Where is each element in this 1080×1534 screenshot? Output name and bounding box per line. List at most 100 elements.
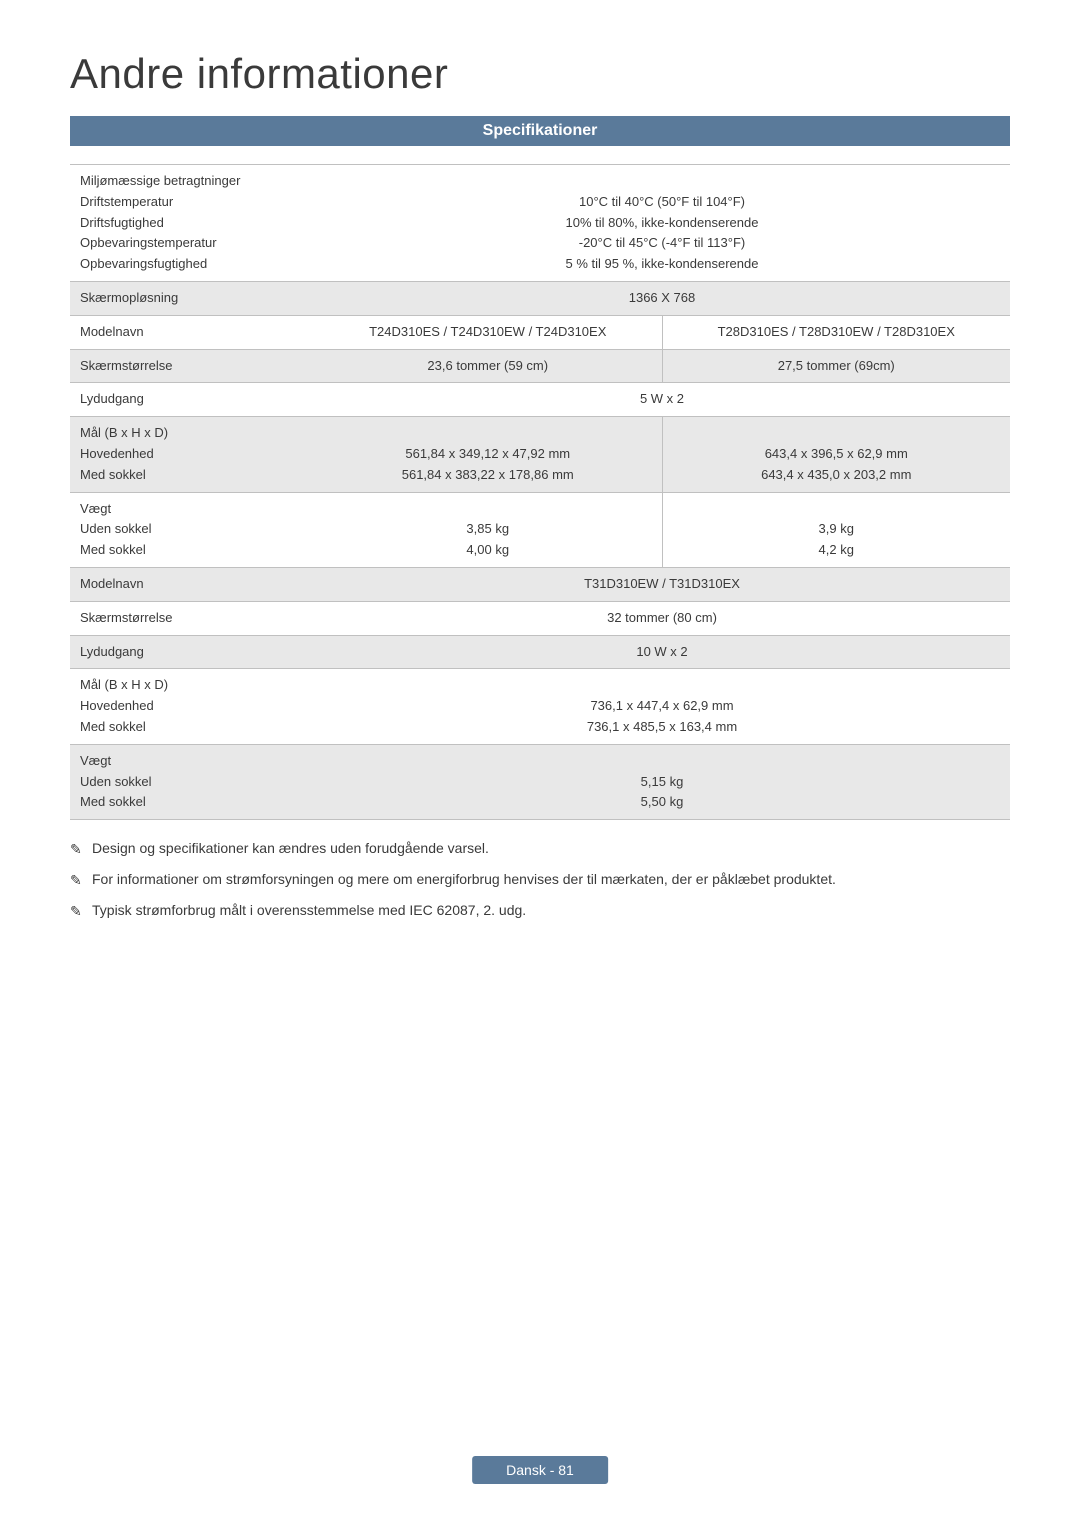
value-line: 1366 X 768 [324,288,1000,309]
page-title: Andre informationer [70,50,1010,98]
value-line: 3,85 kg [324,519,652,540]
row-label: Lydudgang [70,635,314,669]
value-line [324,423,652,444]
row-value-right: 643,4 x 396,5 x 62,9 mm643,4 x 435,0 x 2… [662,417,1010,492]
table-row: Skærmstørrelse 32 tommer (80 cm) [70,601,1010,635]
label-line: Lydudgang [80,642,304,663]
value-line: 561,84 x 349,12 x 47,92 mm [324,444,652,465]
label-line: Mål (B x H x D) [80,675,304,696]
value-line: 5,15 kg [324,772,1000,793]
row-value-right: 27,5 tommer (69cm) [662,349,1010,383]
row-label: Modelnavn [70,567,314,601]
specifications-table: Miljømæssige betragtningerDriftstemperat… [70,164,1010,820]
row-value-left: 3,85 kg4,00 kg [314,492,662,567]
label-line: Med sokkel [80,540,304,561]
label-line: Med sokkel [80,717,304,738]
row-value-left: T24D310ES / T24D310EW / T24D310EX [314,315,662,349]
label-line: Uden sokkel [80,772,304,793]
value-line: 5 % til 95 %, ikke-kondenserende [324,254,1000,275]
row-value: T31D310EW / T31D310EX [314,567,1010,601]
table-row: Mål (B x H x D)HovedenhedMed sokkel 561,… [70,417,1010,492]
label-line: Med sokkel [80,792,304,813]
label-line: Hovedenhed [80,444,304,465]
note-icon: ✎ [70,901,82,922]
value-line [673,423,1001,444]
table-row: Skærmopløsning 1366 X 768 [70,281,1010,315]
row-value: 5 W x 2 [314,383,1010,417]
value-line [324,171,1000,192]
value-line: 736,1 x 485,5 x 163,4 mm [324,717,1000,738]
note-icon: ✎ [70,839,82,860]
label-line: Driftsfugtighed [80,213,304,234]
row-value-left: 561,84 x 349,12 x 47,92 mm561,84 x 383,2… [314,417,662,492]
value-line: 10°C til 40°C (50°F til 104°F) [324,192,1000,213]
table-row: Miljømæssige betragtningerDriftstemperat… [70,165,1010,282]
note-text: For informationer om strømforsyningen og… [92,871,836,887]
row-value-left: 23,6 tommer (59 cm) [314,349,662,383]
value-line: 4,00 kg [324,540,652,561]
notes-section: ✎ Design og specifikationer kan ændres ud… [70,838,1010,921]
value-line: 3,9 kg [673,519,1001,540]
note-item: ✎ Design og specifikationer kan ændres ud… [70,838,1010,859]
note-item: ✎ For informationer om strømforsyningen o… [70,869,1010,890]
row-label: Mål (B x H x D)HovedenhedMed sokkel [70,669,314,744]
value-line: 561,84 x 383,22 x 178,86 mm [324,465,652,486]
value-line [324,675,1000,696]
row-value: 1366 X 768 [314,281,1010,315]
value-line: -20°C til 45°C (-4°F til 113°F) [324,233,1000,254]
table-row: Lydudgang 5 W x 2 [70,383,1010,417]
label-line: Mål (B x H x D) [80,423,304,444]
label-line: Lydudgang [80,389,304,410]
label-line: Driftstemperatur [80,192,304,213]
table-row: Modelnavn T24D310ES / T24D310EW / T24D310… [70,315,1010,349]
value-line: 10 W x 2 [324,642,1000,663]
row-value-right: 3,9 kg4,2 kg [662,492,1010,567]
row-value: 5,15 kg5,50 kg [314,744,1010,819]
label-line: Opbevaringsfugtighed [80,254,304,275]
label-line: Uden sokkel [80,519,304,540]
table-row: VægtUden sokkelMed sokkel 5,15 kg5,50 kg [70,744,1010,819]
note-text: Design og specifikationer kan ændres ude… [92,840,489,856]
note-item: ✎ Typisk strømforbrug målt i overensstemm… [70,900,1010,921]
value-line: 4,2 kg [673,540,1001,561]
table-row: Lydudgang 10 W x 2 [70,635,1010,669]
value-line: 736,1 x 447,4 x 62,9 mm [324,696,1000,717]
row-label: Lydudgang [70,383,314,417]
label-line: Skærmstørrelse [80,608,304,629]
table-row: ModelnavnT31D310EW / T31D310EX [70,567,1010,601]
value-line: 5 W x 2 [324,389,1000,410]
label-line: Skærmopløsning [80,288,304,309]
row-value: 32 tommer (80 cm) [314,601,1010,635]
label-line: Opbevaringstemperatur [80,233,304,254]
row-value: 10°C til 40°C (50°F til 104°F)10% til 80… [314,165,1010,282]
row-label: VægtUden sokkelMed sokkel [70,744,314,819]
value-line [673,499,1001,520]
value-line: 10% til 80%, ikke-kondenserende [324,213,1000,234]
value-line: 643,4 x 435,0 x 203,2 mm [673,465,1001,486]
table-row: Mål (B x H x D)HovedenhedMed sokkel 736,… [70,669,1010,744]
value-line: 32 tommer (80 cm) [324,608,1000,629]
row-label: Mål (B x H x D)HovedenhedMed sokkel [70,417,314,492]
label-line: Modelnavn [80,322,304,343]
page-footer: Dansk - 81 [472,1456,608,1484]
row-value: 10 W x 2 [314,635,1010,669]
value-line [324,751,1000,772]
label-line: Skærmstørrelse [80,356,304,377]
row-value: 736,1 x 447,4 x 62,9 mm736,1 x 485,5 x 1… [314,669,1010,744]
table-row: Skærmstørrelse 23,6 tommer (59 cm)27,5 to… [70,349,1010,383]
row-label: VægtUden sokkelMed sokkel [70,492,314,567]
note-text: Typisk strømforbrug målt i overensstemme… [92,902,526,918]
row-label: Miljømæssige betragtningerDriftstemperat… [70,165,314,282]
note-icon: ✎ [70,870,82,891]
value-line: 5,50 kg [324,792,1000,813]
row-label: Skærmstørrelse [70,601,314,635]
table-row: VægtUden sokkelMed sokkel 3,85 kg4,00 kg… [70,492,1010,567]
row-label: Modelnavn [70,315,314,349]
value-line: 643,4 x 396,5 x 62,9 mm [673,444,1001,465]
value-line [324,499,652,520]
label-line: Med sokkel [80,465,304,486]
row-value-right: T28D310ES / T28D310EW / T28D310EX [662,315,1010,349]
row-label: Skærmstørrelse [70,349,314,383]
label-line: Hovedenhed [80,696,304,717]
row-label: Skærmopløsning [70,281,314,315]
